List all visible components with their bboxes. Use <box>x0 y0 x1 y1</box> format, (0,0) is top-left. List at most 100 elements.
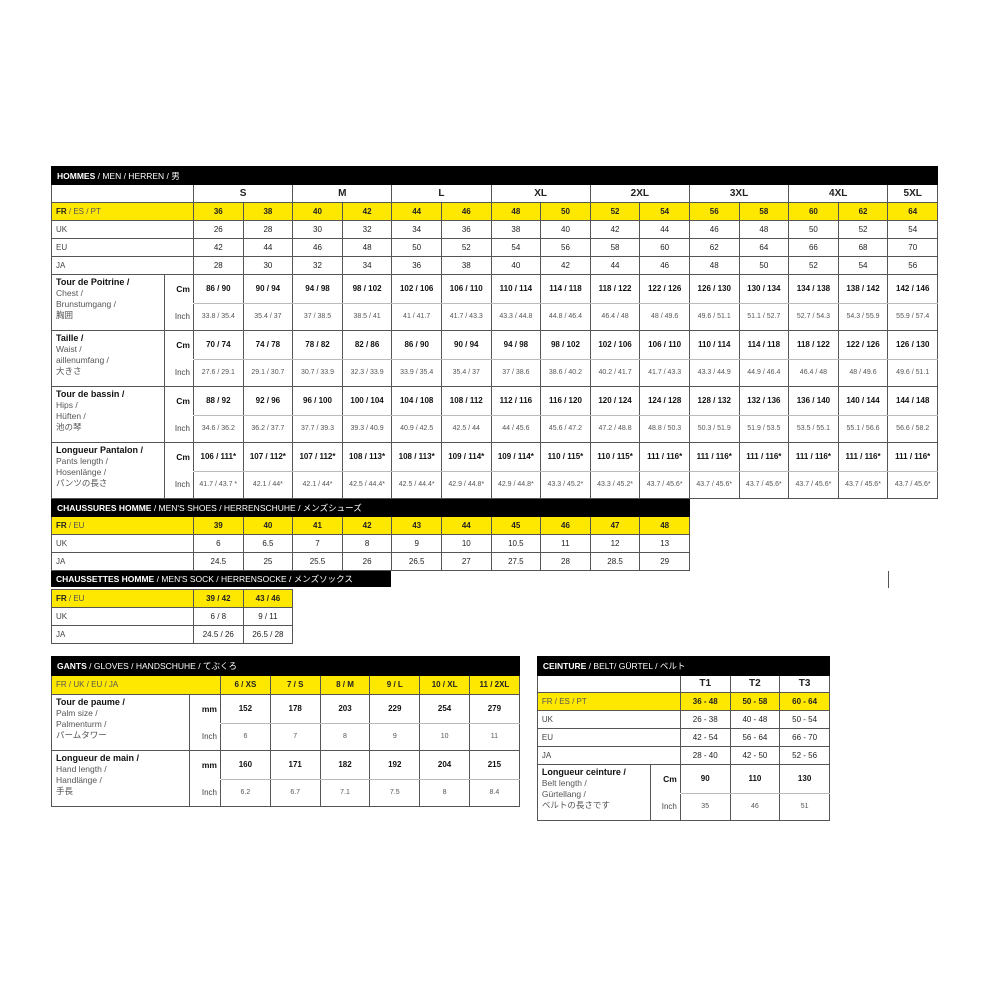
value-cell: 39 <box>193 516 244 535</box>
value-cell: 7.1 <box>319 779 371 807</box>
value-cell: 46.4 / 48 <box>788 359 839 387</box>
value-cell: 109 / 114* <box>490 442 542 472</box>
gloves-measure-row-inch: Inch 6.2 6.7 7.1 7.5 8 8.4 <box>52 779 520 807</box>
shoes-table: CHAUSSURES HOMME / MEN'S SHOES / HERRENS… <box>51 499 938 571</box>
socks-label-rest: / EU <box>66 593 85 603</box>
value-cell: 36 <box>193 202 244 221</box>
value-cell: 54.3 / 55.9 <box>837 303 889 331</box>
gloves-row-label: FR / UK / EU / JA <box>51 675 221 695</box>
value-cell: 44 <box>639 220 690 239</box>
belt-header-row: CEINTURE / BELT/ GÜRTEL / ベルト <box>536 656 830 676</box>
men-measure-label: Taille / Waist / aillenumfang / 大きさ <box>51 330 165 387</box>
value-cell: 29.1 / 30.7 <box>242 359 294 387</box>
value-cell: 138 / 142 <box>837 274 889 304</box>
value-cell: 111 / 116* <box>688 442 740 472</box>
value-cell: 111 / 116* <box>837 442 889 472</box>
gloves-measure-label: Tour de paume / Palm size / Palmenturm / パー… <box>51 694 190 751</box>
men-size-row: S M L XL 2XL 3XL 4XL 5XL <box>51 184 939 203</box>
value-cell: 132 / 136 <box>738 386 790 416</box>
value-cell: 40 <box>490 256 542 275</box>
value-cell: 42 - 50 <box>729 746 781 765</box>
men-row-label: FR / ES / PT <box>51 202 194 221</box>
value-cell: 39.3 / 40.9 <box>341 415 393 443</box>
value-cell: 40 <box>292 202 343 221</box>
value-cell: 37.7 / 39.3 <box>292 415 343 443</box>
value-cell: 46.4 / 48 <box>589 303 641 331</box>
value-cell: 6 <box>220 723 271 751</box>
value-cell: 26 <box>341 552 393 571</box>
shoes-row--eu: FR / EU 39 40 41 42 43 44 45 46 47 48 <box>51 516 690 535</box>
value-cell: 109 / 114* <box>440 442 492 472</box>
value-cell: 130 <box>779 764 830 794</box>
value-cell: 53.5 / 55.1 <box>788 415 839 443</box>
value-cell: 32 <box>292 256 343 275</box>
value-cell: 48 <box>738 220 790 239</box>
men-measure-subtitle: 大きさ <box>56 366 82 376</box>
value-cell: 106 / 111* <box>193 442 244 472</box>
value-cell: 64 <box>738 238 790 257</box>
value-cell: 42.5 / 44.4* <box>341 471 393 499</box>
value-cell: 110 <box>729 764 781 794</box>
size-chart-page: HOMMES / MEN / HERREN / 男 S M L XL 2XL 3XL 4XL 5… <box>50 166 939 821</box>
value-cell: 44 <box>440 516 492 535</box>
value-cell: 35 <box>679 793 731 821</box>
men-measure-label: Tour de bassin / Hips / Hüften / 池の琴 <box>51 386 165 443</box>
value-cell: 56 - 64 <box>729 728 781 747</box>
value-cell: 50 - 58 <box>729 692 781 711</box>
value-cell: 126 / 130 <box>887 330 939 360</box>
socks-row--eu: FR / EU 39 / 42 43 / 46 <box>50 589 294 608</box>
men-measure-subtitle: Brunstumgang / <box>56 299 117 309</box>
value-cell: 152 <box>220 694 271 724</box>
value-cell: 48 <box>490 202 542 221</box>
value-cell: 68 <box>837 238 889 257</box>
value-cell: 114 / 118 <box>540 274 591 304</box>
value-cell: 144 / 148 <box>887 386 939 416</box>
belt-measure-subtitle: ベルトの長さです <box>541 800 610 810</box>
belt-measure-title: Longueur ceinture / <box>541 767 626 777</box>
value-cell: 43.7 / 45.6* <box>738 471 790 499</box>
value-cell: 86 / 90 <box>193 274 244 304</box>
value-cell: 42 <box>589 220 641 239</box>
gloves-unit-secondary: Inch <box>189 723 221 751</box>
gloves-measure-row-inch: Inch 6 7 8 9 10 11 <box>52 723 520 751</box>
value-cell: 40 <box>242 516 294 535</box>
value-cell: 47 <box>589 516 641 535</box>
value-cell: 7 <box>269 723 321 751</box>
belt-measure-label: Longueur ceinture / Belt length / Gürtella… <box>536 764 651 821</box>
belt-title-bold: CEINTURE <box>542 661 587 671</box>
value-cell: 26 - 38 <box>679 710 731 729</box>
value-cell: 41 / 41.7 <box>391 303 442 331</box>
value-cell: 45 <box>490 516 542 535</box>
men-measure-row: Longueur Pantalon / Pants length / Hosenlä… <box>51 442 939 499</box>
value-cell: 52 <box>589 202 641 221</box>
shoes-title-rest: / MEN'S SHOES / HERRENSCHUHE / メンズシューズ <box>151 503 362 513</box>
belt-row-eu: EU 42 - 54 56 - 64 66 - 70 <box>536 728 830 747</box>
value-cell: 114 / 118 <box>738 330 790 360</box>
value-cell: 43 / 46 <box>242 589 294 608</box>
value-cell: 92 / 96 <box>242 386 294 416</box>
value-cell: 43.7 / 45.6* <box>639 471 690 499</box>
value-cell: 82 / 86 <box>341 330 393 360</box>
value-cell: 8 <box>319 723 371 751</box>
value-cell: 66 <box>788 238 839 257</box>
men-measure-subtitle: パンツの長さ <box>56 478 108 488</box>
men-measure-label: Tour de Poitrine / Chest / Brunstumgang / 胸… <box>51 274 165 331</box>
value-cell: 48 <box>688 256 740 275</box>
value-cell: 126 / 130 <box>688 274 740 304</box>
value-cell: 110 / 114 <box>688 330 740 360</box>
socks-label-bold: FR <box>56 593 67 603</box>
value-cell: 102 / 106 <box>391 274 442 304</box>
value-cell: 107 / 112* <box>242 442 294 472</box>
value-cell: 44 <box>391 202 442 221</box>
value-cell: 48 <box>341 238 393 257</box>
belt-measure-subtitle: Gürtellang / <box>541 789 586 799</box>
value-cell: 215 <box>468 750 520 780</box>
value-cell: 178 <box>269 694 321 724</box>
value-cell: 11 <box>468 723 520 751</box>
value-cell: 9 / L <box>369 675 421 695</box>
value-cell: 54 <box>490 238 542 257</box>
men-row-uk: UK 26 28 30 32 34 36 38 40 42 44 46 48 50 52 54 <box>51 220 939 239</box>
value-cell: 182 <box>319 750 371 780</box>
value-cell: 44 <box>589 256 641 275</box>
value-cell: 54 <box>639 202 690 221</box>
